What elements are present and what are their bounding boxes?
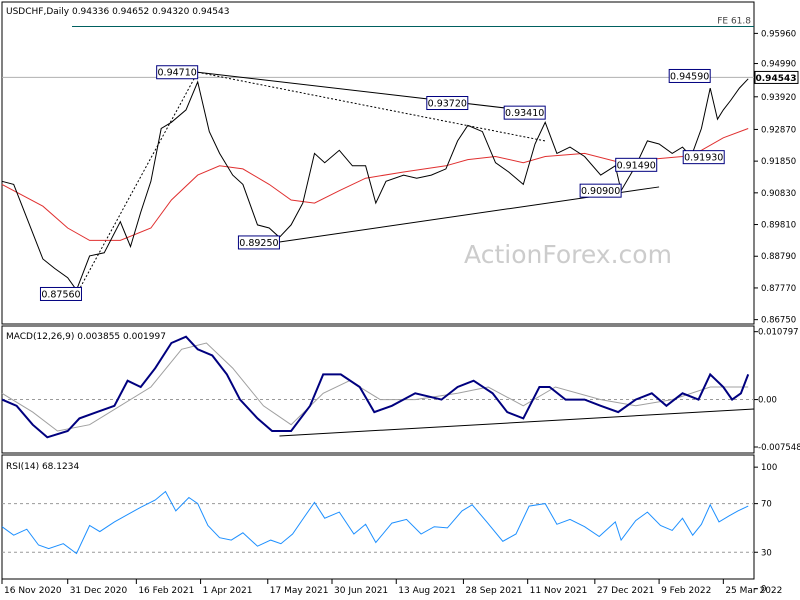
pivot-label-box: [682, 150, 725, 165]
pivot-label-box: [615, 157, 658, 172]
ohlc-open: 0.94336: [72, 7, 109, 17]
price-y-tick-label: 0.89810: [761, 221, 796, 231]
pivot-label-box: [503, 105, 546, 120]
x-tick-label: 9 Feb 2022: [661, 586, 711, 596]
axes: 0.95960 0.94990 0.93920 0.92870 0.91850 0.908…: [1, 29, 800, 596]
pivot-label: 0.93410: [505, 108, 544, 119]
pivot-label: 0.90900: [581, 186, 620, 197]
price-y-tick-label: 0.95960: [761, 29, 796, 39]
rsi-y-tick-label: 30: [761, 548, 772, 558]
pivot-label: 0.91490: [617, 160, 656, 171]
price-y-tick-label: 0.88790: [761, 252, 796, 262]
ohlc-high: 0.94652: [112, 7, 149, 17]
pivot-label: 0.87560: [41, 289, 80, 300]
rsi-y-tick-label: 70: [761, 500, 772, 510]
watermark: ActionForex.com: [464, 240, 672, 269]
x-tick-label: 1 Apr 2021: [203, 586, 253, 596]
pivot-label: 0.94590: [670, 71, 709, 82]
trendline-1: [197, 71, 546, 114]
price-y-tick-label: 0.92870: [761, 125, 796, 135]
price-panel-title: USDCHF,Daily 0.94336 0.94652 0.94320 0.9…: [6, 7, 229, 17]
pivot-label-box: [39, 286, 82, 301]
x-tick-label: 30 Jun 2021: [334, 586, 388, 596]
macd-y-tick-label: -0.007548: [758, 443, 800, 453]
rsi-line: [1, 490, 749, 555]
x-tick-label: 17 May 2021: [270, 586, 329, 596]
price-line: [1, 78, 749, 292]
macd-y-tick-label: 0.00: [758, 396, 777, 406]
macd-panel-title: MACD(12,26,9) 0.003855 0.001997: [6, 332, 166, 342]
x-tick-label: 16 Nov 2020: [4, 586, 62, 596]
price-plot: FE 61.8 0.94710 0.87560 0.89250 0.93720 0.934…: [1, 17, 754, 301]
macd-panel-frame: [1, 325, 755, 454]
x-tick-label: 27 Dec 2021: [597, 586, 655, 596]
macd-y-tick-label: 0.010797: [758, 328, 799, 338]
x-tick-label: 25 Mar 2022: [725, 586, 782, 596]
pivot-label-box: [237, 235, 280, 250]
price-y-tick-label: 0.91850: [761, 157, 796, 167]
trendline-3: [197, 71, 546, 142]
macd-trendline: [279, 408, 755, 437]
price-y-tick-label: 0.94990: [761, 60, 796, 70]
rsi-panel-title: RSI(14) 68.1234: [6, 462, 79, 472]
x-tick-label: 13 Aug 2021: [398, 586, 456, 596]
macd-plot: [1, 335, 755, 439]
pivot-label: 0.93720: [428, 99, 467, 110]
rsi-plot: [1, 490, 754, 555]
x-tick-label: 11 Nov 2021: [530, 586, 588, 596]
x-tick-label: 31 Dec 2020: [70, 586, 128, 596]
price-y-tick-label: 0.90830: [761, 189, 796, 199]
rsi-panel-frame: [1, 454, 755, 580]
pivot-label-box: [579, 183, 622, 198]
price-y-tick-label: 0.87770: [761, 284, 796, 294]
pivot-label-box: [668, 68, 711, 83]
rsi-y-tick-label: 0: [761, 585, 766, 595]
current-price-tag-label: 0.94543: [756, 74, 797, 84]
x-tick-label: 28 Sep 2021: [465, 586, 522, 596]
rsi-y-tick-label: 100: [761, 463, 777, 473]
ohlc-low: 0.94320: [152, 7, 189, 17]
current-price-tag: [754, 70, 799, 84]
pivot-label: 0.94710: [158, 68, 197, 79]
pivot-label-box: [156, 65, 199, 80]
price-y-tick-label: 0.86750: [761, 316, 796, 326]
macd-line: [1, 335, 750, 439]
pivot-label: 0.89250: [239, 238, 278, 249]
pivot-label-box: [426, 96, 469, 111]
macd-signal-line: [1, 342, 749, 432]
pivot-label: 0.91930: [684, 153, 723, 164]
x-tick-label: 16 Feb 2021: [138, 586, 194, 596]
fib-extension-label: FE 61.8: [717, 17, 751, 27]
ohlc-close: 0.94543: [192, 7, 229, 17]
price-y-tick-label: 0.93920: [761, 93, 796, 103]
